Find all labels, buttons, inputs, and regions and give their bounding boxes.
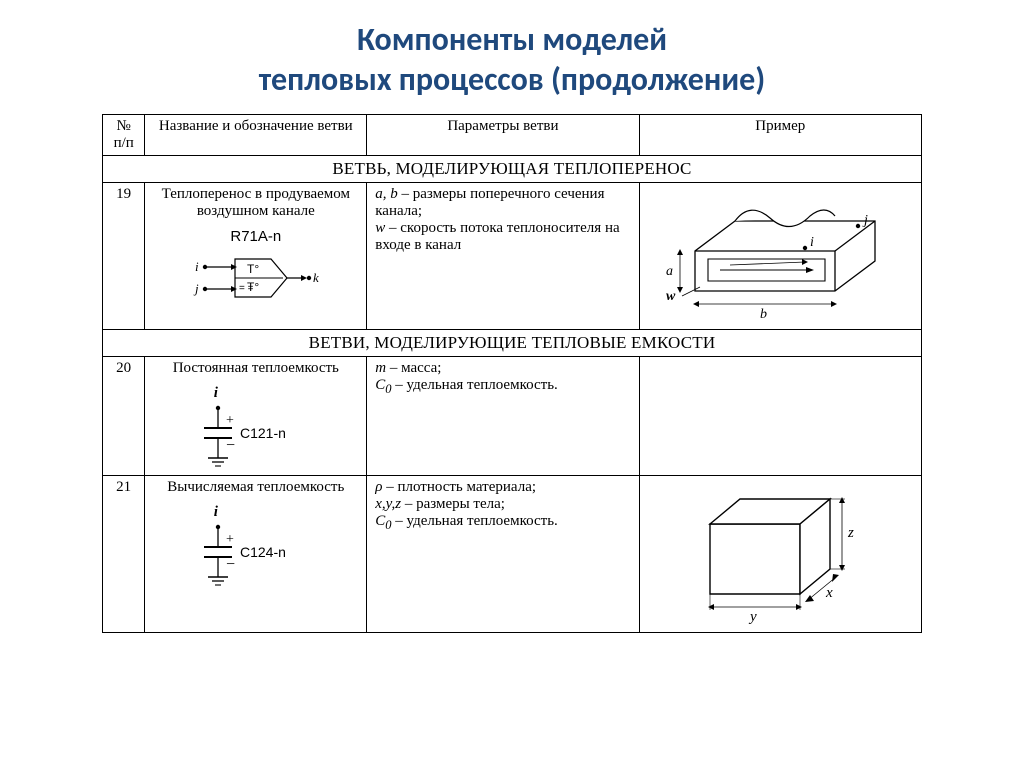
slide-title: Компоненты моделей тепловых процессов (п… xyxy=(40,20,984,100)
section-2-header: ВЕТВИ, МОДЕЛИРУЮЩИЕ ТЕПЛОВЫЕ ЕМКОСТИ xyxy=(103,330,922,357)
r71-schematic-icon: T° T° = = i j xyxy=(191,247,321,309)
row-19-symbol: R71A-n T° T° = = i xyxy=(191,228,321,309)
row-21-params: ρ – плотность материала; x,y,z – размеры… xyxy=(367,476,639,633)
channel-3d-icon: i j a b w xyxy=(660,186,900,326)
row-19-name-cell: Теплоперенос в продуваемом воздушном кан… xyxy=(145,183,367,330)
header-params: Параметры ветви xyxy=(367,115,639,156)
cube-3d-icon: x y z xyxy=(680,479,880,629)
row-21-symbol: i + − C124-n xyxy=(196,504,316,591)
svg-text:z: z xyxy=(847,525,854,541)
row-19-name: Теплоперенос в продуваемом воздушном кан… xyxy=(153,186,358,220)
row-20-symbol: i + − C121-n xyxy=(196,385,316,472)
row-21-name: Вычисляемая теплоемкость xyxy=(153,479,358,496)
svg-text:j: j xyxy=(193,281,199,296)
capacitor-c124-icon: + − C124-n xyxy=(196,521,316,591)
title-line-2: тепловых процессов (продолжение) xyxy=(259,60,766,99)
svg-text:i: i xyxy=(195,259,199,274)
title-line-1: Компоненты моделей xyxy=(357,20,667,59)
header-example: Пример xyxy=(639,115,921,156)
slide-container: Компоненты моделей тепловых процессов (п… xyxy=(0,0,1024,653)
svg-text:k: k xyxy=(313,270,319,285)
svg-text:= =: = = xyxy=(239,283,254,294)
svg-text:C124-n: C124-n xyxy=(240,544,286,560)
svg-text:x: x xyxy=(825,585,833,601)
svg-text:−: − xyxy=(226,556,235,573)
svg-text:b: b xyxy=(760,307,767,322)
row-21-example: x y z xyxy=(639,476,921,633)
section-1-header: ВЕТВЬ, МОДЕЛИРУЮЩАЯ ТЕПЛОПЕРЕНОС xyxy=(103,156,922,183)
svg-text:i: i xyxy=(810,235,814,250)
row-20-params: m – масса; C0 – удельная теплоемкость. xyxy=(367,357,639,476)
row-20-num: 20 xyxy=(103,357,145,476)
r71-label: R71A-n xyxy=(191,228,321,245)
svg-text:+: + xyxy=(226,413,234,428)
section-2-title: ВЕТВИ, МОДЕЛИРУЮЩИЕ ТЕПЛОВЫЕ ЕМКОСТИ xyxy=(103,330,922,357)
capacitor-c121-icon: + − C121-n xyxy=(196,402,316,472)
row-19-example: i j a b w xyxy=(639,183,921,330)
svg-text:+: + xyxy=(226,532,234,547)
svg-text:T°: T° xyxy=(247,262,259,276)
row-19-num: 19 xyxy=(103,183,145,330)
row-21-num: 21 xyxy=(103,476,145,633)
row-20-name-cell: Постоянная теплоемкость i + − xyxy=(145,357,367,476)
row-20-name: Постоянная теплоемкость xyxy=(153,360,358,377)
row-19: 19 Теплоперенос в продуваемом воздушном … xyxy=(103,183,922,330)
components-table: № п/п Название и обозначение ветви Парам… xyxy=(102,114,922,633)
row-20-example xyxy=(639,357,921,476)
table-header-row: № п/п Название и обозначение ветви Парам… xyxy=(103,115,922,156)
row-20: 20 Постоянная теплоемкость i + − xyxy=(103,357,922,476)
svg-text:−: − xyxy=(226,437,235,454)
row-21: 21 Вычисляемая теплоемкость i + − xyxy=(103,476,922,633)
svg-text:a: a xyxy=(666,264,673,279)
svg-text:y: y xyxy=(748,609,757,625)
row-21-name-cell: Вычисляемая теплоемкость i + − xyxy=(145,476,367,633)
row-19-params: a, b – размеры поперечного сечения канал… xyxy=(367,183,639,330)
header-num: № п/п xyxy=(103,115,145,156)
header-name: Название и обозначение ветви xyxy=(145,115,367,156)
svg-text:w: w xyxy=(666,289,676,304)
svg-text:C121-n: C121-n xyxy=(240,425,286,441)
section-1-title: ВЕТВЬ, МОДЕЛИРУЮЩАЯ ТЕПЛОПЕРЕНОС xyxy=(103,156,922,183)
